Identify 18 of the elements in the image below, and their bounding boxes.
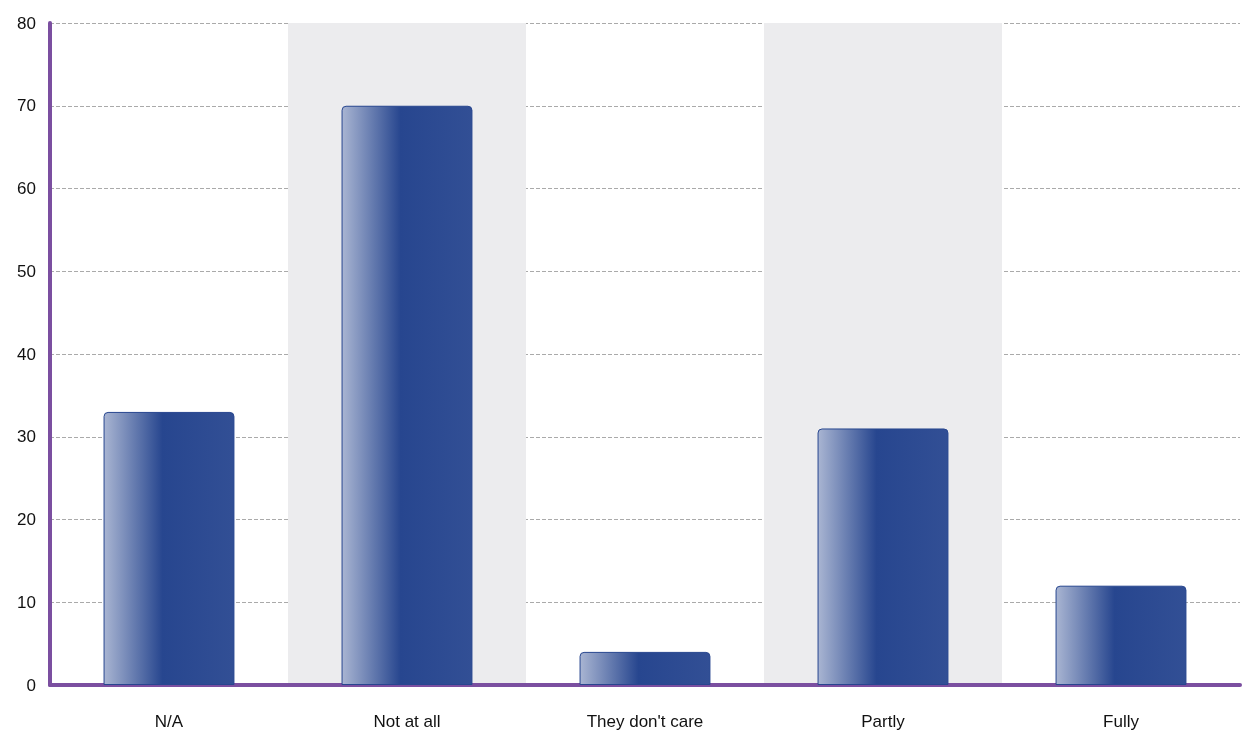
y-tick-label: 70 <box>17 96 36 116</box>
x-tick-label: Fully <box>1103 712 1140 731</box>
x-tick-label: N/A <box>154 712 184 731</box>
bar <box>817 428 949 685</box>
y-tick-label: 50 <box>17 261 36 281</box>
y-tick-label: 30 <box>17 427 36 447</box>
x-tick-label: Not at all <box>373 712 441 731</box>
y-tick-label: 80 <box>17 13 36 33</box>
bar <box>103 411 235 685</box>
x-tick-label: They don't care <box>586 712 704 731</box>
bar <box>579 651 711 685</box>
y-tick-label: 60 <box>17 179 36 198</box>
bar <box>1055 585 1187 685</box>
y-tick-label: 20 <box>17 510 36 529</box>
y-tick-label: 40 <box>17 344 36 364</box>
y-tick-label: 10 <box>17 592 36 612</box>
x-tick-label: Partly <box>861 712 906 731</box>
y-tick-label: 0 <box>26 675 36 695</box>
